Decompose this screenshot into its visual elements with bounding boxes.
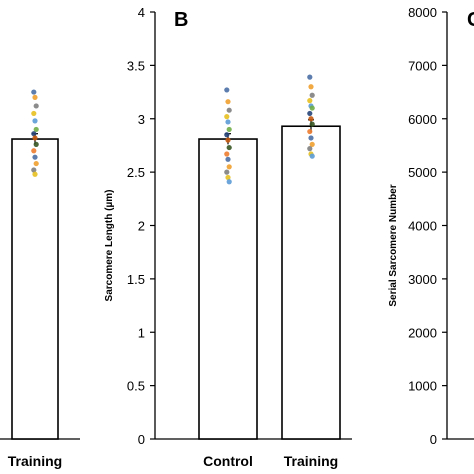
- data-point: [32, 135, 38, 141]
- data-point: [226, 179, 232, 185]
- data-point: [224, 169, 230, 175]
- data-point: [31, 148, 37, 154]
- y-axis-title: Sarcomere Length (µm): [104, 190, 115, 302]
- y-tick-label: 0: [430, 432, 437, 447]
- data-point: [307, 110, 313, 117]
- data-point: [31, 110, 37, 117]
- data-point: [308, 135, 314, 141]
- data-point: [225, 99, 231, 105]
- data-point: [308, 84, 314, 90]
- data-point: [33, 160, 39, 167]
- data-point: [307, 146, 313, 152]
- y-tick-label: 7000: [408, 58, 437, 73]
- data-point: [308, 116, 314, 122]
- data-point: [33, 141, 39, 147]
- y-tick-label: 2000: [408, 325, 437, 340]
- data-point: [33, 126, 39, 133]
- y-tick-label: 1000: [408, 379, 437, 394]
- data-point: [32, 171, 38, 177]
- data-point: [224, 132, 230, 138]
- y-tick-label: 6000: [408, 112, 437, 127]
- data-point: [225, 174, 231, 181]
- data-point: [309, 121, 315, 127]
- y-tick-label: 3: [138, 112, 145, 127]
- data-point: [225, 156, 231, 162]
- category-label: Control: [203, 453, 253, 469]
- data-point: [226, 107, 232, 113]
- data-point: [307, 98, 313, 104]
- data-point: [226, 164, 232, 170]
- y-tick-label: 8000: [408, 5, 437, 20]
- data-point: [226, 126, 232, 133]
- data-point: [309, 105, 315, 111]
- bar: [11, 138, 59, 440]
- data-point: [309, 92, 315, 98]
- y-tick-label: 5000: [408, 165, 437, 180]
- y-axis-title: Serial Sarcomere Number: [388, 184, 399, 306]
- data-point: [307, 128, 313, 135]
- data-point: [224, 114, 230, 120]
- data-point: [309, 153, 315, 159]
- data-point: [307, 74, 313, 80]
- panel-letter: B: [174, 9, 188, 31]
- category-label: Training: [284, 453, 338, 469]
- data-point: [32, 118, 38, 124]
- bar: [281, 125, 341, 440]
- data-point: [32, 154, 38, 160]
- y-tick-label: 4: [138, 5, 145, 20]
- data-point: [225, 137, 231, 143]
- y-tick-label: 4000: [408, 219, 437, 234]
- category-label: Training: [8, 453, 62, 469]
- y-tick-label: 3000: [408, 272, 437, 287]
- panel-letter: C: [467, 9, 474, 31]
- data-point: [309, 141, 315, 147]
- y-tick-label: 0: [138, 432, 145, 447]
- data-point: [31, 167, 37, 173]
- y-tick-label: 3.5: [127, 58, 145, 73]
- y-tick-label: 1: [138, 325, 145, 340]
- y-tick-label: 2.5: [127, 165, 145, 180]
- data-point: [225, 119, 231, 125]
- y-tick-label: 2: [138, 219, 145, 234]
- data-point: [32, 94, 38, 100]
- data-point: [33, 103, 39, 109]
- y-tick-label: 0.5: [127, 379, 145, 394]
- y-tick-label: 1.5: [127, 272, 145, 287]
- data-point: [226, 144, 232, 151]
- data-point: [31, 89, 37, 95]
- data-point: [31, 131, 37, 137]
- data-point: [224, 151, 230, 157]
- data-point: [224, 87, 230, 93]
